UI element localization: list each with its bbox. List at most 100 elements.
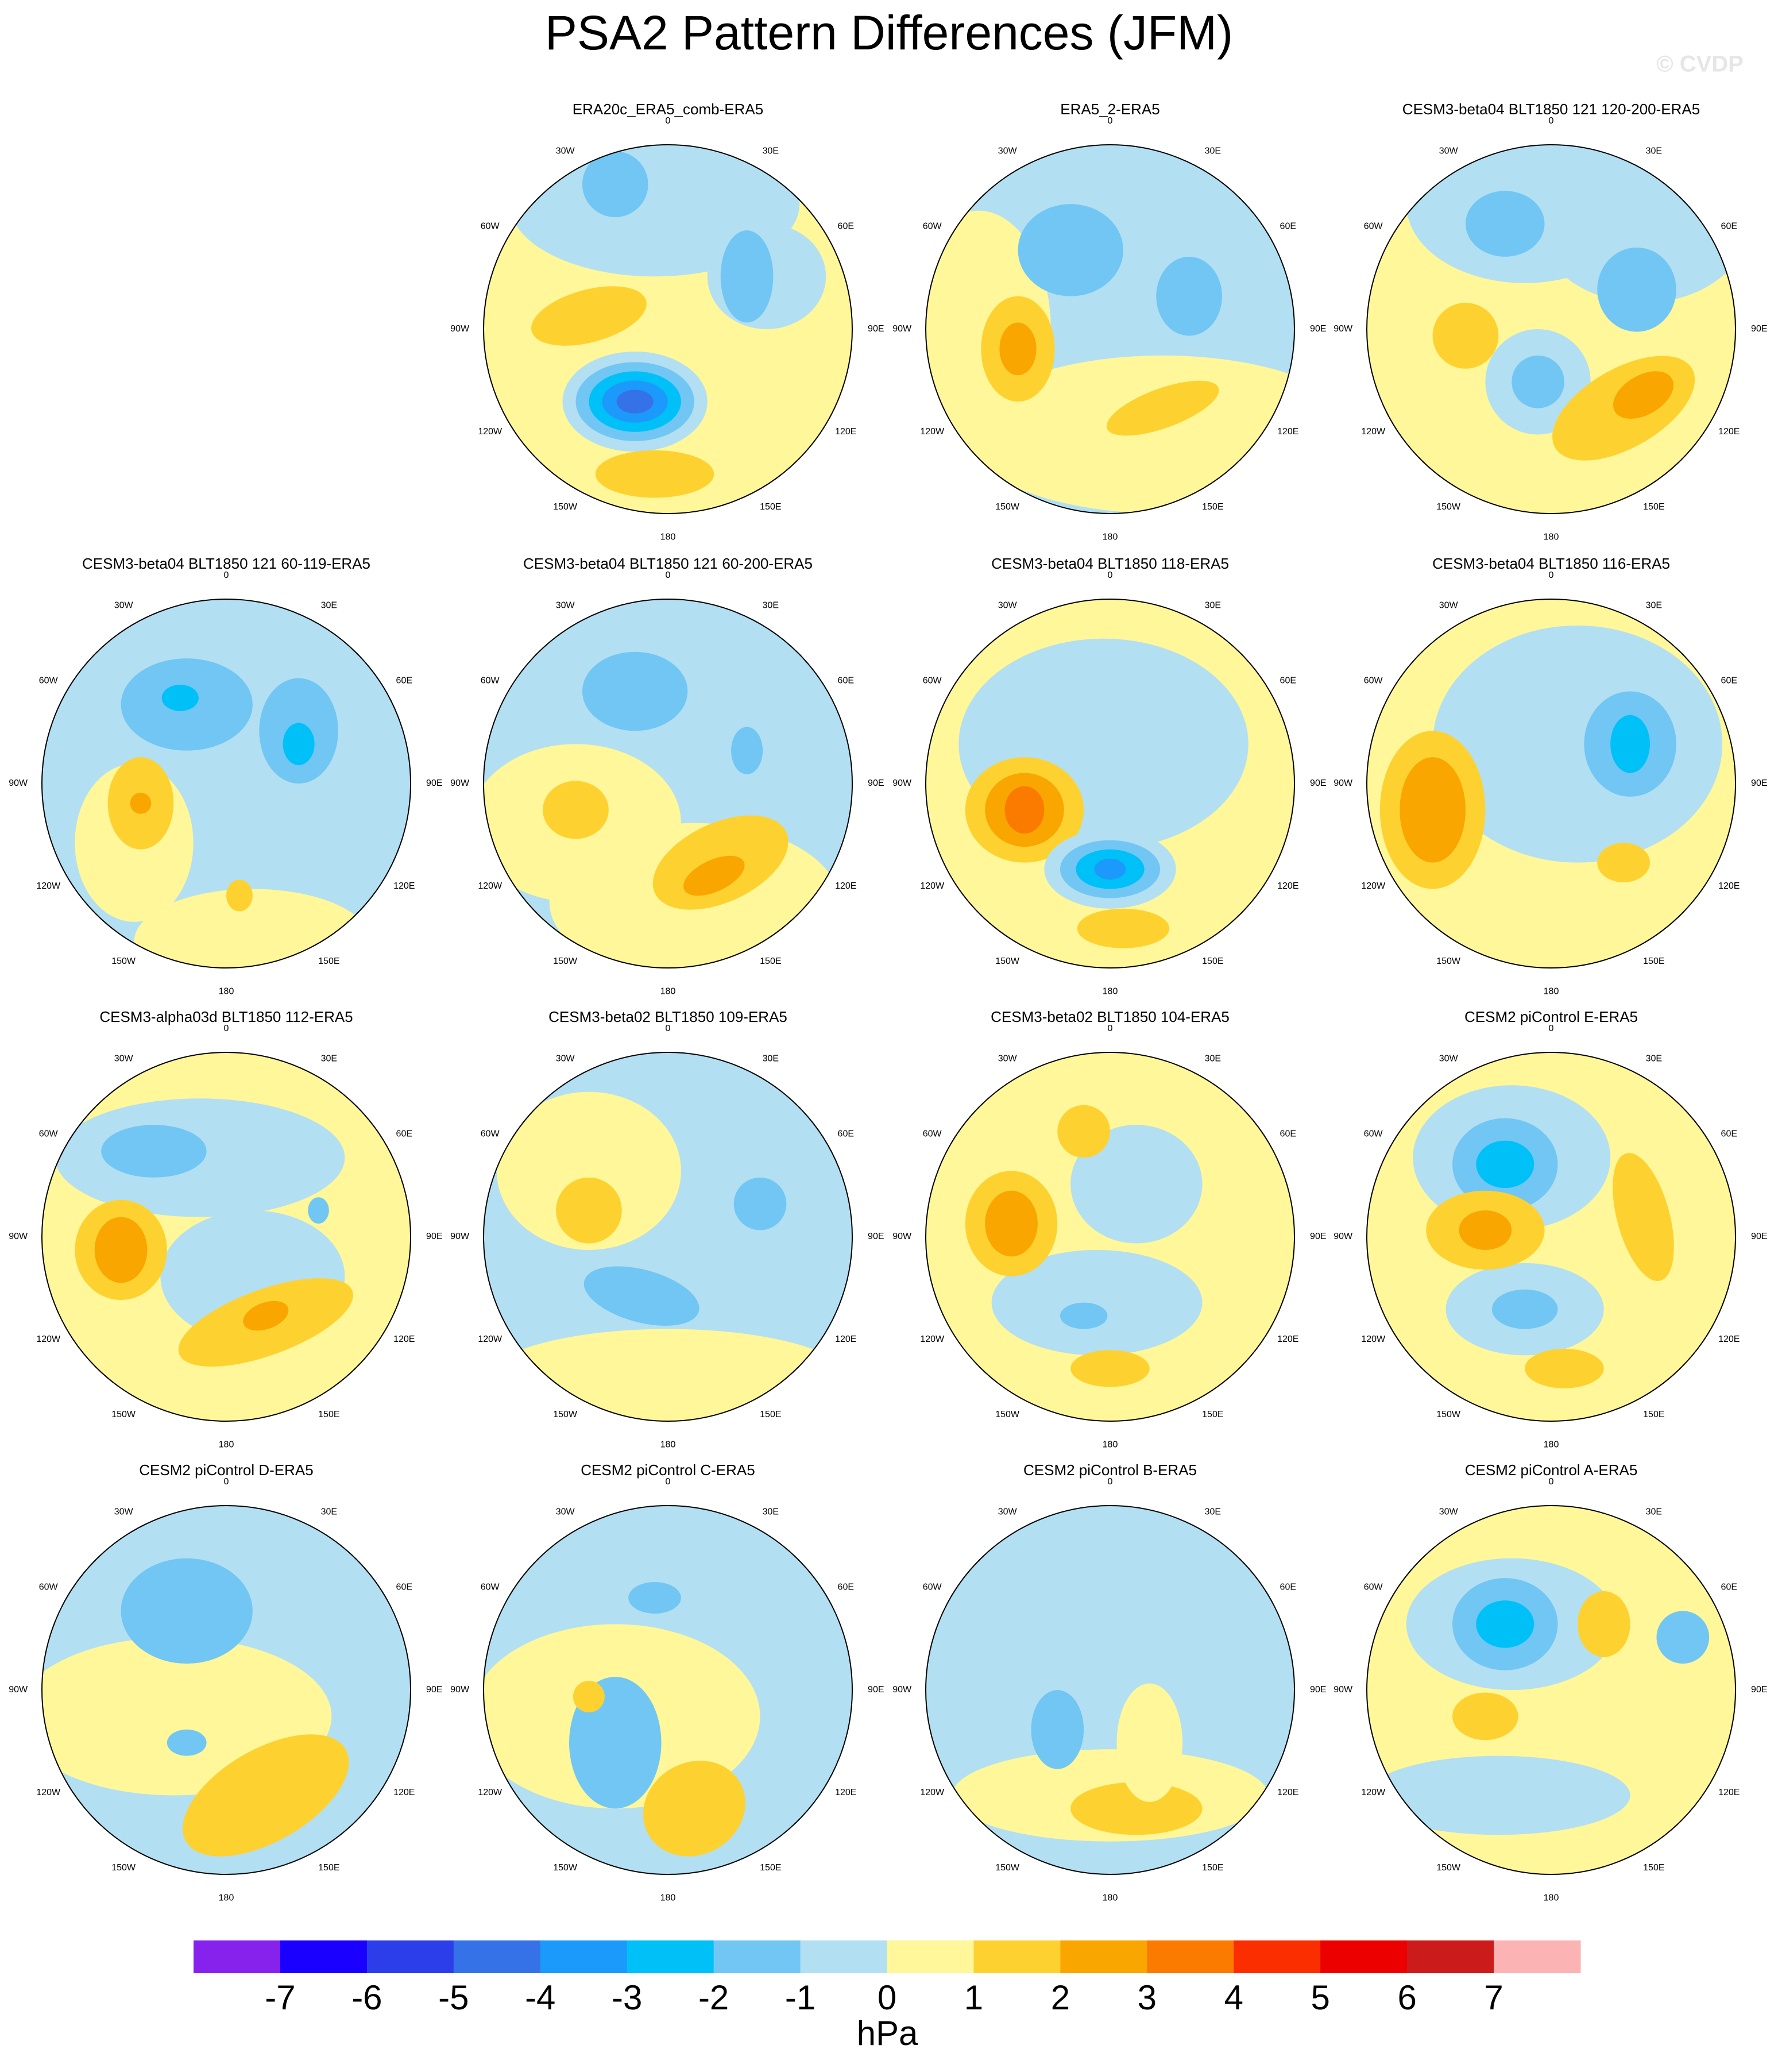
field-contour	[733, 1177, 787, 1230]
colorbar-tick-label: -4	[525, 1978, 555, 2017]
field-contour	[583, 1266, 699, 1326]
longitude-label: 30E	[1646, 1054, 1662, 1063]
longitude-label: 150W	[553, 502, 578, 512]
longitude-label: 150E	[318, 956, 339, 966]
longitude-label: 30W	[998, 146, 1018, 156]
map-boundary	[925, 1052, 1295, 1422]
colorbar-tick-label: 4	[1224, 1978, 1243, 2017]
longitude-label: 120E	[393, 1788, 415, 1797]
longitude-label: 30W	[114, 1054, 134, 1063]
longitude-label: 150W	[1436, 502, 1461, 512]
field	[1367, 1506, 1736, 1874]
longitude-label: 0	[224, 1024, 229, 1033]
longitude-label: 120W	[478, 1334, 503, 1344]
field-contour	[1094, 858, 1126, 880]
field-contour	[496, 1091, 681, 1250]
longitude-label: 90E	[1310, 324, 1326, 334]
field-contour	[1512, 355, 1564, 408]
field-contour	[582, 651, 688, 731]
longitude-label: 90W	[1334, 778, 1353, 788]
field-contour	[1610, 715, 1650, 773]
longitude-label: 0	[1108, 116, 1113, 126]
longitude-label: 90E	[1310, 1685, 1326, 1695]
longitude-label: 120W	[1361, 1788, 1386, 1797]
field-contour	[161, 685, 199, 711]
longitude-label: 120E	[1277, 1334, 1298, 1344]
longitude-label: 0	[224, 570, 229, 580]
longitude-label: 150E	[1202, 1410, 1223, 1419]
field-contour	[628, 1581, 681, 1614]
panel-title: ERA5_2-ERA5	[1060, 101, 1159, 118]
field	[926, 1052, 1294, 1421]
longitude-label: 120E	[1718, 427, 1740, 437]
longitude-label: 150W	[995, 956, 1020, 966]
colorbar-box	[1494, 1940, 1581, 1973]
longitude-label: 90E	[868, 1232, 884, 1241]
field-contour	[130, 793, 152, 814]
field-contour	[1004, 786, 1045, 834]
field-contour	[1525, 1348, 1604, 1388]
longitude-label: 30E	[1646, 146, 1662, 156]
longitude-label: 0	[1108, 1477, 1113, 1487]
longitude-label: 90E	[1751, 778, 1767, 788]
longitude-label: 120W	[1361, 1334, 1386, 1344]
longitude-label: 30E	[1646, 1507, 1662, 1517]
longitude-label: 30E	[1205, 1507, 1221, 1517]
field-contour	[94, 1217, 148, 1283]
longitude-label: 30W	[998, 600, 1018, 610]
map-boundary	[483, 599, 853, 969]
panel-title: CESM3-beta04 BLT1850 116-ERA5	[1432, 555, 1670, 572]
longitude-label: 180	[660, 987, 676, 997]
colorbar-box	[887, 1940, 974, 1973]
colorbar-box	[1407, 1940, 1494, 1973]
field	[484, 145, 852, 514]
longitude-label: 30E	[321, 600, 337, 610]
longitude-label: 150E	[760, 1410, 781, 1419]
field-contour	[1077, 908, 1170, 948]
longitude-label: 120E	[835, 427, 856, 437]
longitude-label: 180	[219, 1893, 234, 1903]
field-contour	[1156, 256, 1222, 336]
field-contour	[595, 450, 714, 498]
map-boundary	[925, 599, 1295, 969]
colorbar-box	[1320, 1940, 1408, 1973]
field-contour	[1613, 1153, 1674, 1281]
panel-title: CESM3-alpha03d BLT1850 112-ERA5	[99, 1008, 353, 1025]
longitude-label: 30E	[321, 1054, 337, 1063]
longitude-label: 30E	[763, 600, 779, 610]
longitude-label: 0	[1108, 1024, 1113, 1033]
longitude-label: 90E	[426, 1685, 442, 1695]
field-contour	[1613, 371, 1674, 419]
longitude-label: 120W	[920, 1334, 945, 1344]
longitude-label: 120W	[36, 881, 61, 891]
colorbar-box	[627, 1940, 714, 1973]
longitude-label: 90E	[1751, 1232, 1767, 1241]
field-contour	[1476, 1600, 1535, 1648]
longitude-label: 120W	[1361, 881, 1386, 891]
field-contour	[582, 151, 648, 218]
colorbar-tick-label: 0	[878, 1978, 896, 2017]
longitude-label: 0	[1549, 1477, 1554, 1487]
longitude-label: 60E	[396, 676, 412, 685]
longitude-label: 60E	[1280, 1582, 1296, 1592]
longitude-label: 30W	[1439, 600, 1459, 610]
field	[42, 1506, 411, 1874]
longitude-label: 150E	[760, 502, 781, 512]
longitude-label: 30W	[114, 600, 134, 610]
panel-title: CESM3-beta04 BLT1850 121 120-200-ERA5	[1402, 101, 1700, 118]
field	[926, 145, 1294, 514]
longitude-label: 120E	[1718, 1788, 1740, 1797]
longitude-label: 60W	[923, 1582, 942, 1592]
longitude-label: 60W	[923, 1129, 942, 1139]
colorbar-tick-label: 2	[1051, 1978, 1070, 2017]
field-contour	[1031, 1690, 1084, 1769]
longitude-label: 90E	[868, 778, 884, 788]
colorbar-box	[1234, 1940, 1321, 1973]
longitude-label: 60W	[1364, 1129, 1383, 1139]
